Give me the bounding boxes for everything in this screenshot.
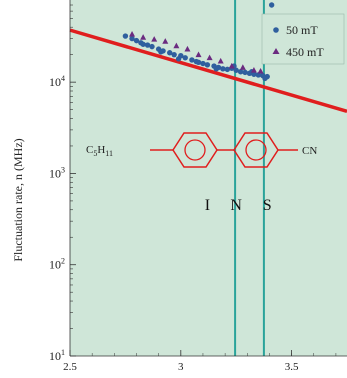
data-point-50mt [189,57,195,63]
data-point-450mt [195,51,202,58]
data-point-50mt [242,69,248,76]
y-tick-label: 101 [49,348,65,363]
data-points [122,2,310,82]
data-point-450mt [173,42,180,49]
legend-label-450mt: 450 mT [286,45,324,59]
molecule-diagram: C5H11 CN [86,132,317,168]
data-point-450mt [228,62,235,69]
data-point-450mt [151,36,158,42]
molecule-left-sub1: 5 [93,149,97,158]
data-point-50mt [220,66,226,72]
data-point-450mt [162,38,169,44]
x-tick-label: 3 [178,361,184,373]
legend-box [261,13,345,65]
data-point-450mt [257,67,264,74]
molecule-left-c: C [86,144,93,156]
data-point-50mt [158,49,164,55]
data-point-50mt [268,2,275,8]
data-point-450mt [239,64,246,70]
legend-marker-450mt [272,48,280,54]
x-tick-label: 3.5 [285,361,299,373]
x-axis-ticks: 2.5 3 3.5 [63,350,337,373]
molecule-right-group: CN [302,145,317,157]
data-point-450mt [140,34,147,40]
data-point-50mt [175,56,182,62]
legend-label-50mt: 50 mT [286,23,318,37]
phase-label: N [230,197,242,214]
phase-label: I [205,197,210,214]
y-tick-label: 103 [49,165,65,180]
data-point-50mt [171,51,177,58]
data-point-50mt [233,67,239,73]
data-point-50mt [200,60,206,67]
data-point-50mt [204,62,211,68]
data-point-50mt [144,42,151,48]
data-point-50mt [133,37,140,44]
data-point-50mt [129,35,135,42]
data-point-50mt [122,33,129,39]
molecule-left-group: C5H11 [86,144,113,158]
data-point-50mt [182,55,188,61]
data-point-50mt [140,41,146,47]
molecule-ring-2-inner [245,139,267,161]
data-point-450mt [206,54,213,61]
data-point-50mt [149,43,155,50]
y-axis-label: Fluctuation rate, n (MHz) [11,138,25,261]
data-point-450mt [129,31,136,37]
molecule-left-sub2: 11 [105,149,113,158]
x-tick-label: 2.5 [63,361,77,373]
y-tick-label: 104 [49,74,65,89]
data-point-50mt [262,75,268,82]
data-point-50mt [213,66,219,72]
data-point-450mt [184,45,191,52]
data-point-50mt [224,66,231,73]
phase-label: S [263,197,272,214]
data-point-450mt [250,67,257,73]
legend: 50 mT 450 mT [261,13,345,65]
data-point-50mt [195,59,202,66]
data-point-50mt [167,50,173,56]
fit-line-group [69,28,347,114]
data-point-50mt [255,72,262,78]
molecule-left-h: H [97,144,105,156]
y-axis-ticks: 101 102 103 104 [49,4,76,363]
data-point-50mt [237,69,244,75]
data-point-450mt [217,57,224,64]
y-tick-label: 102 [49,257,65,272]
legend-marker-50mt [273,27,279,33]
molecule-ring-1-inner [184,139,206,161]
fit-line [69,28,347,114]
